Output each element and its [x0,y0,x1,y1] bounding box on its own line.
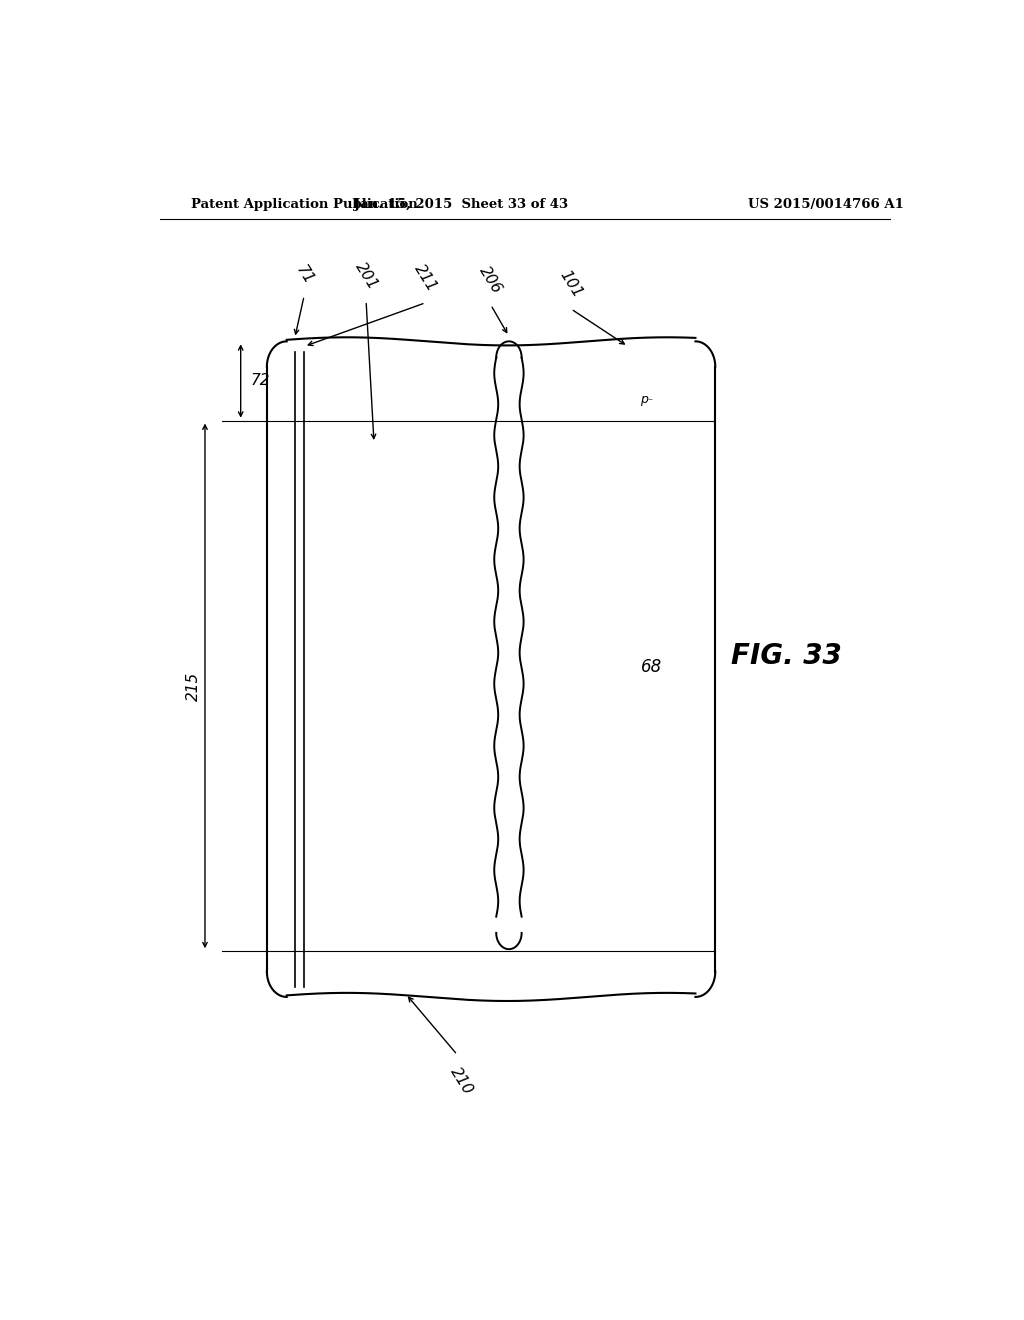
Text: FIG. 33: FIG. 33 [731,643,842,671]
Text: Patent Application Publication: Patent Application Publication [191,198,418,211]
Text: Jan. 15, 2015  Sheet 33 of 43: Jan. 15, 2015 Sheet 33 of 43 [354,198,568,211]
Text: 71: 71 [293,263,315,288]
Text: ⁻: ⁻ [648,397,653,408]
Text: 201: 201 [352,260,380,293]
Text: p: p [640,393,648,405]
Text: 72: 72 [250,374,269,388]
Text: 211: 211 [412,261,439,294]
Text: 101: 101 [557,268,585,301]
Text: US 2015/0014766 A1: US 2015/0014766 A1 [749,198,904,211]
Text: 68: 68 [641,657,663,676]
Text: 206: 206 [476,264,505,297]
Text: 210: 210 [447,1065,475,1098]
Text: 215: 215 [186,672,201,701]
